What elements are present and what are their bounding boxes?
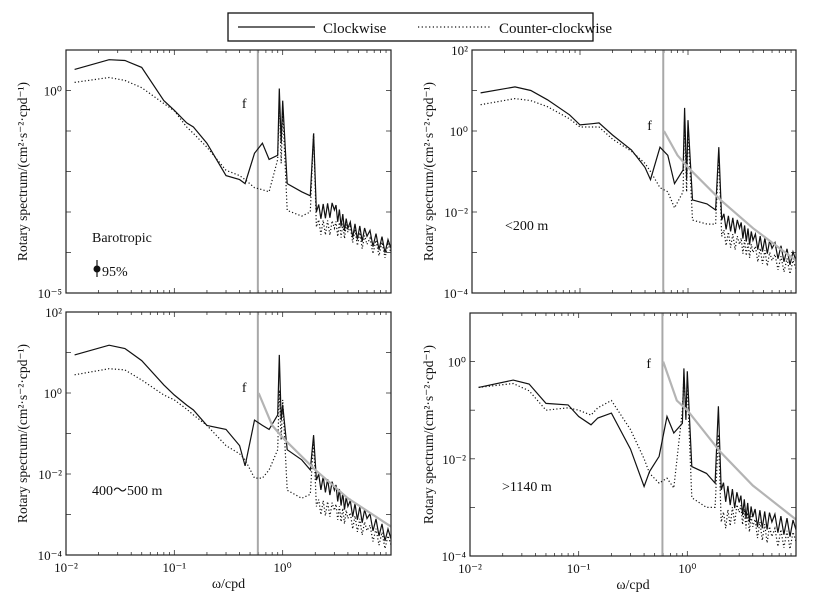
x-axis-label: ω/cpd (616, 578, 649, 593)
depth-annotation: 400～500 m (92, 484, 162, 499)
series-gm-reference (663, 130, 796, 262)
f-label: f (242, 97, 247, 112)
legend: Clockwise Counter-clockwise (227, 12, 612, 42)
plot-area (74, 50, 391, 293)
series-clockwise (74, 344, 391, 542)
y-tick-label: 10⁻⁵ (38, 286, 62, 301)
y-tick-label: 10⁻² (38, 467, 62, 482)
panel-top-right: 10² 10⁰ 10⁻² 10⁻⁴ Rotary spectrum/(cm²·s⁻²·c… (421, 43, 797, 301)
series-counter-clockwise (478, 376, 796, 550)
y-tick-label: 10⁰ (448, 355, 466, 370)
axes-frame (471, 49, 797, 294)
y-tick-label: 10⁻⁴ (38, 548, 63, 563)
series-counter-clockwise (74, 76, 391, 258)
depth-annotation: <200 m (505, 219, 548, 234)
y-axis-label: Rotary spectrum/(cm²·s⁻²·cpd⁻¹) (421, 82, 436, 261)
series-clockwise (480, 86, 796, 266)
series-gm-reference (662, 361, 796, 521)
x-tick-label: 10⁻¹ (567, 561, 591, 576)
y-axis-label: Rotary spectrum/(cm²·s⁻²·cpd⁻¹) (421, 345, 436, 524)
y-tick-label: 10⁻² (442, 452, 466, 467)
legend-counter-clockwise-label: Counter-clockwise (499, 21, 612, 37)
confidence-interval-marker (93, 265, 101, 273)
y-tick-label: 10⁻⁴ (442, 549, 467, 564)
y-tick-label: 10⁰ (44, 84, 62, 99)
f-label: f (646, 357, 651, 372)
x-tick-label: 10⁻² (458, 561, 482, 576)
y-axis-label: Rotary spectrum/(cm²·s⁻²·cpd⁻¹) (15, 82, 30, 261)
y-tick-label: 10⁻⁴ (444, 286, 469, 301)
depth-annotation: >1140 m (502, 480, 552, 495)
series-clockwise (478, 368, 796, 537)
y-tick-label: 10⁰ (44, 386, 62, 401)
y-axis-label: Rotary spectrum/(cm²·s⁻²·cpd⁻¹) (15, 344, 30, 523)
x-tick-label: 10⁻² (54, 560, 78, 575)
axes-frame (469, 312, 797, 557)
series-counter-clockwise (480, 97, 796, 275)
y-tick-label: 10⁻² (444, 205, 468, 220)
legend-clockwise-label: Clockwise (323, 21, 387, 37)
series-counter-clockwise (74, 368, 391, 549)
axes-frame (65, 311, 392, 556)
x-tick-label: 10⁰ (678, 561, 696, 576)
panel-top-left: 10⁰ 10⁻⁵ Rotary spectrum/(cm²·s⁻²·cpd⁻¹) f B… (15, 49, 392, 301)
y-tick-label: 10⁰ (450, 124, 468, 139)
x-axis-label: ω/cpd (212, 577, 245, 592)
confidence-label: 95% (102, 265, 128, 280)
f-label: f (242, 381, 247, 396)
axes-frame (65, 49, 392, 294)
series-clockwise (74, 59, 391, 253)
depth-annotation: Barotropic (92, 231, 152, 246)
y-tick-label: 10² (45, 305, 62, 320)
x-tick-label: 10⁰ (274, 560, 292, 575)
plot-area (478, 313, 796, 556)
plot-area (480, 50, 796, 293)
series-gm-reference (257, 392, 391, 528)
x-tick-label: 10⁻¹ (162, 560, 186, 575)
y-tick-label: 10² (451, 43, 468, 58)
plot-area (74, 312, 391, 555)
f-label: f (647, 119, 652, 134)
